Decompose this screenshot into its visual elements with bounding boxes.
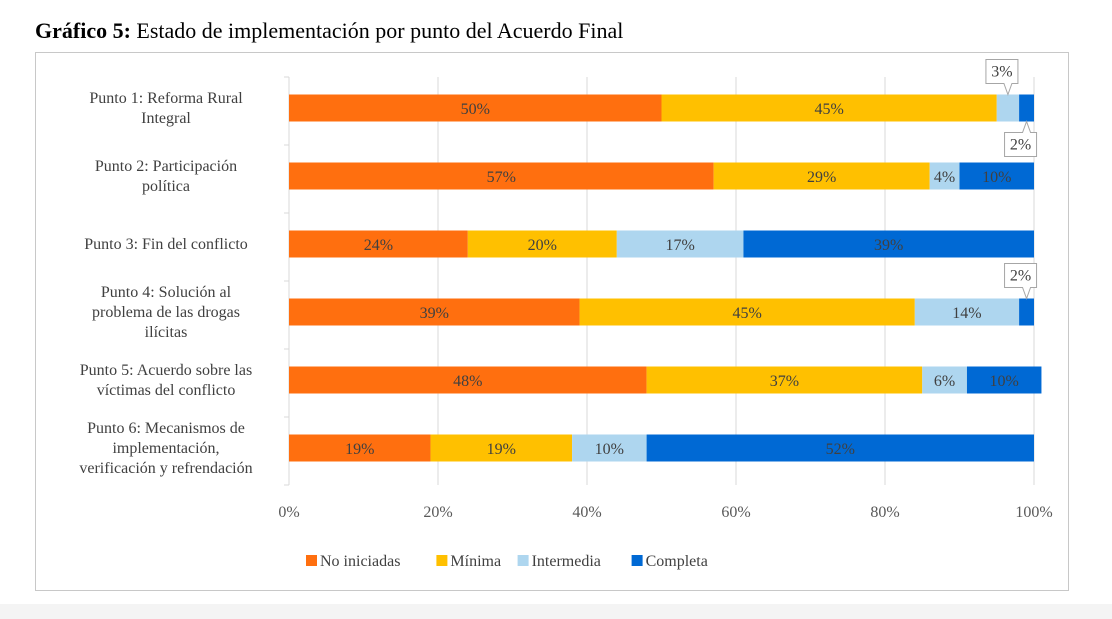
data-label: 2%	[1010, 268, 1031, 285]
bar-segment	[661, 94, 997, 122]
category-label: Punto 3: Fin del conflicto	[84, 236, 248, 253]
data-label: 20%	[528, 237, 557, 254]
bar-segment	[289, 434, 431, 462]
bar-segment	[289, 162, 714, 190]
category-label: Punto 6: Mecanismos de	[87, 420, 245, 437]
category-label: víctimas del conflicto	[97, 382, 236, 399]
legend-swatch	[631, 555, 643, 566]
data-label-callout	[985, 59, 1019, 96]
bar-segment	[289, 94, 662, 122]
category-label: ilícitas	[145, 324, 188, 341]
data-label: 50%	[461, 101, 490, 118]
bar-segment	[966, 366, 1042, 394]
legend-label: Completa	[646, 553, 708, 570]
legend-swatch	[436, 555, 448, 566]
bar-segment	[646, 434, 1034, 462]
data-label: 39%	[874, 237, 903, 254]
bar-segment	[646, 366, 923, 394]
x-tick-label: 0%	[278, 504, 299, 521]
bar-segment	[572, 434, 647, 462]
data-label: 45%	[814, 101, 843, 118]
category-label: verificación y refrendación	[79, 460, 252, 477]
bar-segment	[959, 162, 1034, 190]
bar-segment	[743, 230, 1034, 258]
bar-segment	[713, 162, 930, 190]
data-label: 52%	[826, 441, 855, 458]
data-label: 37%	[770, 373, 799, 390]
x-tick-label: 60%	[721, 504, 750, 521]
x-tick-label: 40%	[572, 504, 601, 521]
bar-segment	[579, 298, 915, 326]
data-label-callout	[1004, 120, 1038, 157]
chart-title-text: Estado de implementación por punto del A…	[130, 18, 624, 43]
category-label: implementación,	[112, 440, 219, 457]
data-label: 45%	[733, 305, 762, 322]
data-label: 17%	[665, 237, 694, 254]
data-label: 48%	[453, 373, 482, 390]
category-label: Punto 1: Reforma Rural	[89, 90, 243, 107]
data-label: 29%	[807, 169, 836, 186]
data-label: 57%	[487, 169, 516, 186]
bar-segment	[1019, 94, 1034, 122]
data-label: 24%	[364, 237, 393, 254]
data-label: 19%	[345, 441, 374, 458]
category-label: Integral	[141, 110, 191, 127]
legend-swatch	[306, 555, 317, 566]
chart-frame: 0% 20% 40% 60% 80% 100% Punto 1: Reforma Rural…	[35, 52, 1069, 591]
bar-segment	[430, 434, 573, 462]
bar-segment	[914, 298, 1020, 326]
x-tick-label: 80%	[870, 504, 899, 521]
data-label: 3%	[991, 64, 1012, 81]
bar-segment	[996, 94, 1020, 122]
data-label: 14%	[952, 305, 981, 322]
x-tick-label: 20%	[423, 504, 452, 521]
data-label: 4%	[934, 169, 955, 186]
data-label-callout	[1004, 263, 1038, 300]
bar-segment	[289, 230, 468, 258]
bar-segment	[467, 230, 617, 258]
chart-title-lead: Gráfico 5:	[35, 18, 131, 43]
data-label: 6%	[934, 373, 955, 390]
legend-swatch	[517, 555, 529, 566]
category-label: política	[142, 178, 190, 195]
stacked-bar-chart: 0% 20% 40% 60% 80% 100% Punto 1: Reforma Rural…	[79, 59, 1053, 570]
data-label: 10%	[990, 373, 1019, 390]
data-label: 10%	[595, 441, 624, 458]
category-label: Punto 4: Solución al	[101, 284, 232, 301]
data-label: 10%	[982, 169, 1011, 186]
bar-segment	[289, 366, 647, 394]
chart-title: Gráfico 5: Estado de implementación por …	[35, 18, 623, 44]
bar-segment	[289, 298, 580, 326]
bar-segment	[929, 162, 960, 190]
category-label: Punto 2: Participación	[95, 158, 237, 175]
x-tick-label: 100%	[1015, 504, 1052, 521]
data-label: 2%	[1010, 137, 1031, 154]
category-label: Punto 5: Acuerdo sobre las	[80, 362, 252, 379]
legend-label: Mínima	[450, 553, 501, 570]
page-bottom-band	[0, 604, 1112, 619]
bar-segment	[616, 230, 744, 258]
bar-segment	[1019, 298, 1034, 326]
category-label: problema de las drogas	[92, 304, 240, 321]
legend-label: Intermedia	[532, 553, 601, 570]
data-label: 39%	[420, 305, 449, 322]
data-label: 19%	[487, 441, 516, 458]
legend-label: No iniciadas	[320, 553, 400, 570]
bar-segment	[922, 366, 967, 394]
